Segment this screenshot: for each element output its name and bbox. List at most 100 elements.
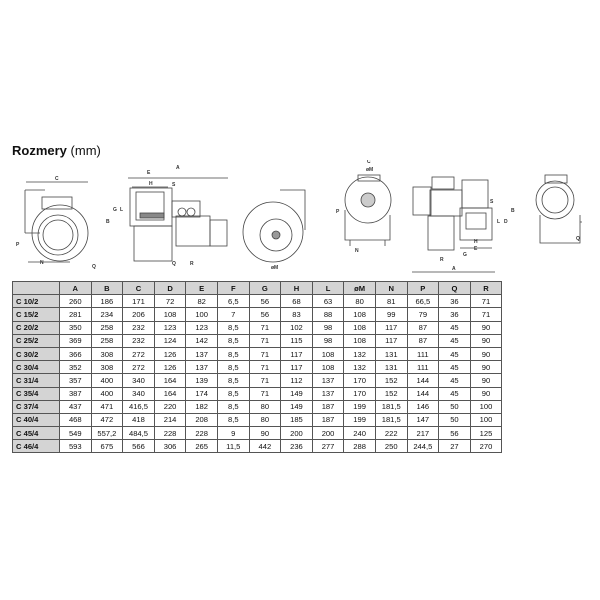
table-cell: 240 (343, 426, 376, 441)
table-cell: 27 (438, 439, 471, 454)
table-row: C 10/2 260 186 171 72 82 6,5 56 68 63 80 81 66,5 36 71 (12, 294, 503, 309)
table-cell: 126 (153, 360, 187, 375)
row-model-label: C 31/4 (12, 373, 60, 388)
table-cell: 108 (343, 333, 376, 348)
column-header: R (469, 280, 503, 296)
table-cell: 8,5 (216, 320, 250, 335)
table-cell: 369 (59, 333, 92, 348)
table-cell: 132 (343, 346, 376, 362)
table-cell: 108 (153, 307, 187, 322)
table-cell: 164 (153, 373, 187, 388)
dim-label: N (40, 260, 44, 266)
table-cell: 83 (280, 307, 313, 322)
table-cell: 90 (469, 373, 503, 388)
table-cell: 236 (280, 439, 313, 454)
table-cell: 45 (438, 360, 471, 375)
table-cell: 8,5 (216, 412, 250, 428)
table-cell: 187 (311, 412, 345, 428)
table-cell: 222 (374, 426, 408, 441)
table-cell: 232 (122, 333, 155, 348)
table-cell: 200 (280, 426, 313, 441)
table-cell: 100 (469, 412, 503, 428)
dim-label: A (176, 165, 180, 171)
dim-label: P (336, 209, 340, 215)
dim-label: R (440, 257, 444, 263)
column-header: N (374, 280, 408, 296)
dim-label: B (106, 219, 110, 225)
row-model-label: C 45/4 (12, 426, 60, 441)
dim-label: L (120, 207, 123, 213)
dim-label: P (16, 242, 20, 248)
table-cell: 137 (185, 360, 218, 375)
table-cell: 125 (469, 426, 503, 441)
column-header: P (406, 280, 440, 296)
table-cell: 208 (185, 412, 218, 428)
table-cell: 68 (280, 294, 313, 309)
table-cell: 244,5 (406, 439, 440, 454)
table-cell: 63 (311, 294, 345, 309)
table-cell: 472 (90, 412, 124, 428)
row-model-label: C 30/2 (12, 346, 60, 362)
column-header: G (248, 280, 282, 296)
column-header: C (122, 280, 155, 296)
table-cell: 164 (153, 386, 187, 401)
table-cell: 232 (122, 320, 155, 335)
table-cell: 117 (374, 320, 408, 335)
table-cell: 80 (248, 399, 282, 414)
table-cell: 366 (59, 346, 92, 362)
table-cell: 199 (343, 399, 376, 414)
table-row: C 25/2 369 258 232 124 142 8,5 71 115 98 108 117 87 4… (12, 333, 503, 348)
table-cell: 123 (153, 320, 187, 335)
table-cell: 171 (122, 294, 155, 309)
table-cell: 50 (438, 399, 471, 414)
table-cell: 111 (406, 360, 440, 375)
table-cell: 340 (122, 373, 155, 388)
table-cell: 270 (469, 439, 503, 454)
table-cell: 306 (153, 439, 187, 454)
table-cell: 36 (438, 294, 471, 309)
table-row: C 20/2 350 258 232 123 123 8,5 71 102 98 108 117 87 4… (12, 320, 503, 335)
title-text: Rozmery (12, 143, 67, 158)
table-cell: 217 (406, 426, 440, 441)
table-cell: 87 (406, 320, 440, 335)
table-cell: 442 (248, 439, 282, 454)
table-cell: 108 (311, 360, 345, 375)
table-row: C 31/4 357 400 340 164 139 8,5 71 112 137 170 152 14… (12, 373, 503, 388)
table-cell: 112 (280, 373, 313, 388)
table-cell: 187 (311, 399, 345, 414)
table-cell: 350 (59, 320, 92, 335)
table-cell: 71 (248, 386, 282, 401)
table-cell: 214 (153, 412, 187, 428)
table-cell: 111 (406, 346, 440, 362)
row-model-label: C 40/4 (12, 412, 60, 428)
dim-label: R (190, 261, 194, 267)
table-cell: 593 (59, 439, 92, 454)
table-row: C 46/4 593 675 566 306 265 11,5 442 236 277 288 250… (12, 439, 503, 454)
dim-label: G (113, 207, 117, 213)
table-cell: 8,5 (216, 386, 250, 401)
table-cell: 146 (406, 399, 440, 414)
table-cell: 45 (438, 373, 471, 388)
table-row: C 35/4 387 400 340 164 174 8,5 71 149 137 170 152 14… (12, 386, 503, 401)
table-cell: 71 (469, 294, 503, 309)
table-cell: 149 (280, 399, 313, 414)
table-cell: 90 (469, 386, 503, 401)
table-row: C 15/2 281 234 206 108 100 7 56 83 88 108 99 79 36 71 (12, 307, 503, 322)
row-model-label: C 35/4 (12, 386, 60, 401)
table-cell: 66,5 (406, 294, 440, 309)
dim-label: C (367, 160, 371, 165)
table-cell: 117 (280, 360, 313, 375)
table-cell: 357 (59, 373, 92, 388)
table-cell: 387 (59, 386, 92, 401)
table-cell: 137 (185, 346, 218, 362)
technical-drawings: C P Q N A E H S G L B Q R øM C (16, 160, 582, 273)
table-cell: 152 (374, 373, 408, 388)
drawing-side-view: A E H S G L B Q R (106, 165, 228, 267)
table-cell: 170 (343, 386, 376, 401)
table-cell: 199 (343, 412, 376, 428)
table-cell: 108 (343, 307, 376, 322)
table-cell: 181,5 (374, 399, 408, 414)
table-cell: 90 (469, 333, 503, 348)
page-title: Rozmery (mm) (12, 143, 101, 158)
